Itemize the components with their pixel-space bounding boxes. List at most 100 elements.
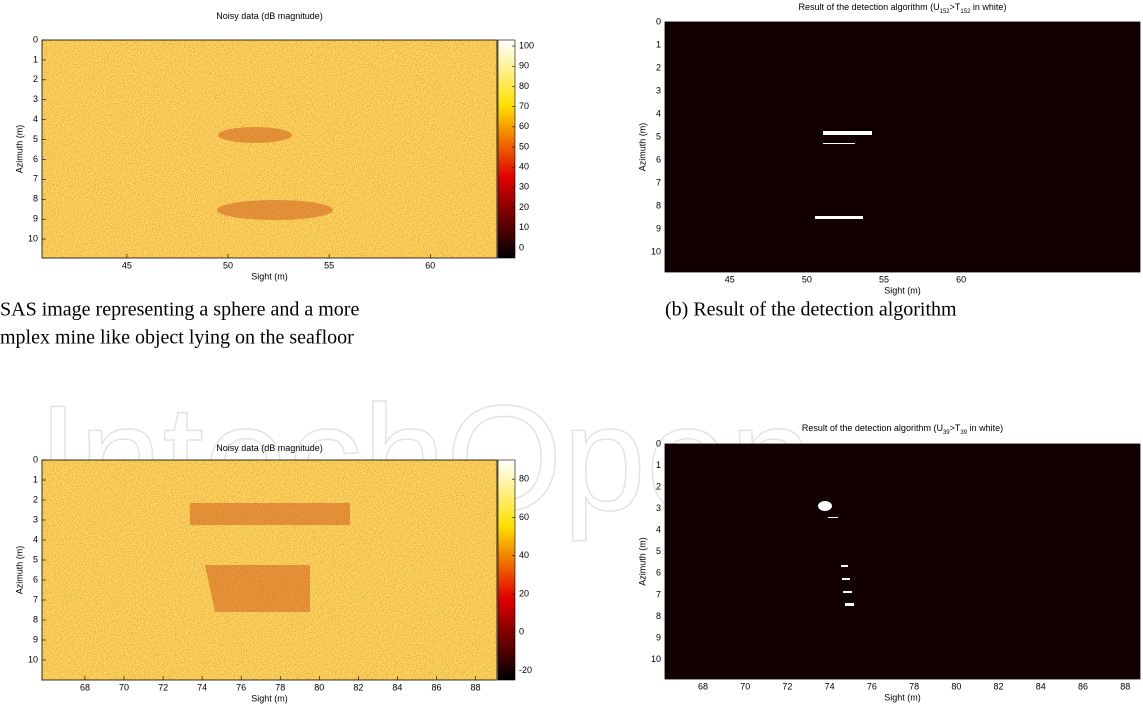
y-tick-label: 1: [656, 460, 661, 470]
x-tick-label: 80: [314, 682, 324, 692]
y-axis-label: Azimuth (m): [14, 546, 24, 595]
y-tick-label: 6: [656, 154, 661, 164]
detection-blob: [841, 565, 848, 567]
caption-line: mplex mine like object lying on the seaf…: [0, 327, 354, 349]
colorbar-tick-label: 60: [519, 512, 529, 522]
x-tick-label: 60: [956, 274, 966, 284]
y-tick-label: 10: [28, 654, 38, 664]
panel-title: Noisy data (dB magnitude): [216, 443, 323, 453]
colorbar-tick-label: 0: [519, 242, 524, 252]
y-tick-label: 1: [33, 54, 38, 64]
seafloor-object: [205, 565, 310, 612]
y-tick-label: 10: [651, 654, 661, 664]
x-tick-label: 76: [867, 681, 877, 691]
y-tick-label: 8: [33, 194, 38, 204]
seafloor-object: [190, 503, 350, 525]
seafloor-object: [217, 200, 333, 220]
y-axis-label: Azimuth (m): [637, 537, 647, 586]
y-tick-label: 4: [33, 114, 38, 124]
x-tick-label: 76: [236, 682, 246, 692]
y-tick-label: 4: [33, 534, 38, 544]
y-tick-label: 4: [656, 525, 661, 535]
x-tick-label: 70: [740, 681, 750, 691]
y-tick-label: 2: [33, 74, 38, 84]
x-tick-label: 82: [994, 681, 1004, 691]
colorbar-tick-label: 100: [519, 40, 534, 50]
x-tick-label: 72: [158, 682, 168, 692]
y-tick-label: 0: [33, 34, 38, 44]
panel-title: Result of the detection algorithm (U39>T…: [802, 423, 1003, 435]
y-tick-label: 0: [656, 438, 661, 448]
colorbar-tick-label: 40: [519, 550, 529, 560]
x-tick-label: 60: [425, 260, 435, 270]
x-tick-label: 78: [275, 682, 285, 692]
y-tick-label: 7: [33, 174, 38, 184]
y-tick-label: 5: [656, 131, 661, 141]
x-tick-label: 55: [324, 260, 334, 270]
y-tick-label: 1: [33, 474, 38, 484]
title-text: >T: [950, 423, 961, 433]
y-tick-label: 8: [656, 611, 661, 621]
y-tick-label: 3: [33, 514, 38, 524]
y-tick-label: 7: [656, 177, 661, 187]
detection-blob: [845, 603, 854, 606]
colorbar: [498, 40, 515, 258]
x-axis-label: Sight (m): [251, 271, 288, 281]
x-axis-label: Sight (m): [884, 285, 921, 295]
y-tick-label: 10: [28, 233, 38, 243]
colorbar-tick-label: 60: [519, 121, 529, 131]
x-tick-label: 55: [879, 274, 889, 284]
y-tick-label: 5: [33, 554, 38, 564]
detection-image: [665, 22, 1140, 272]
x-tick-label: 74: [825, 681, 835, 691]
y-axis-label: Azimuth (m): [14, 125, 24, 174]
detection-blob: [828, 517, 838, 518]
colorbar: [498, 460, 515, 680]
panel-title: Noisy data (dB magnitude): [216, 11, 323, 21]
y-tick-label: 3: [33, 94, 38, 104]
y-tick-label: 6: [33, 154, 38, 164]
detection-blob: [818, 501, 832, 511]
y-tick-label: 9: [656, 223, 661, 233]
y-tick-label: 2: [656, 62, 661, 72]
seafloor-object: [218, 127, 292, 143]
x-tick-label: 82: [353, 682, 363, 692]
colorbar-tick-label: 90: [519, 61, 529, 71]
colorbar-tick-label: 80: [519, 81, 529, 91]
y-tick-label: 0: [656, 16, 661, 26]
y-tick-label: 3: [656, 85, 661, 95]
title-text: in white): [970, 2, 1006, 12]
x-tick-label: 74: [197, 682, 207, 692]
detection-blob: [823, 143, 855, 144]
x-tick-label: 50: [802, 274, 812, 284]
y-tick-label: 10: [651, 246, 661, 256]
x-tick-label: 86: [431, 682, 441, 692]
colorbar-tick-label: 50: [519, 141, 529, 151]
y-tick-label: 5: [656, 546, 661, 556]
detection-blob: [815, 216, 863, 219]
x-tick-label: 84: [1036, 681, 1046, 691]
y-tick-label: 4: [656, 108, 661, 118]
x-tick-label: 88: [471, 682, 481, 692]
x-tick-label: 68: [698, 681, 708, 691]
detection-blob: [842, 578, 850, 580]
y-tick-label: 9: [33, 634, 38, 644]
colorbar-tick-label: 20: [519, 202, 529, 212]
y-tick-label: 9: [33, 214, 38, 224]
y-tick-label: 6: [656, 568, 661, 578]
detection-blob: [823, 131, 872, 135]
page: IntechOpen SAS image representing a sphe…: [0, 0, 1143, 718]
y-axis-label: Azimuth (m): [637, 123, 647, 172]
y-tick-label: 7: [656, 589, 661, 599]
y-tick-label: 7: [33, 594, 38, 604]
colorbar-tick-label: 20: [519, 588, 529, 598]
colorbar-tick-label: 40: [519, 162, 529, 172]
x-tick-label: 78: [909, 681, 919, 691]
title-text: Noisy data (dB magnitude): [216, 443, 323, 453]
detection-blob: [843, 591, 852, 593]
y-tick-label: 2: [656, 481, 661, 491]
colorbar-tick-label: -20: [519, 665, 532, 675]
y-tick-label: 1: [656, 39, 661, 49]
x-axis-label: Sight (m): [884, 692, 921, 702]
title-text: Noisy data (dB magnitude): [216, 11, 323, 21]
